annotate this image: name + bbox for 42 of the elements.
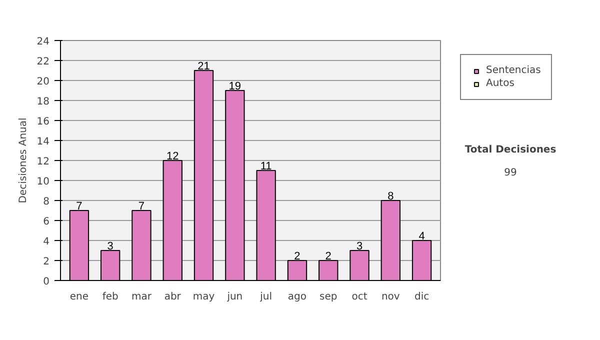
x-tick-label: sep xyxy=(320,292,338,302)
y-tick-label: 4 xyxy=(43,236,50,248)
x-tick-label: jul xyxy=(259,292,272,302)
y-tick-label: 10 xyxy=(36,176,50,188)
data-label: 12 xyxy=(166,150,179,162)
y-tick-label: 6 xyxy=(43,216,50,228)
x-tick-label: ago xyxy=(288,292,307,302)
data-label: 2 xyxy=(325,250,332,262)
data-label: 3 xyxy=(107,240,114,252)
x-tick-label: jun xyxy=(226,292,243,302)
y-tick-label: 24 xyxy=(36,36,50,48)
data-label: 7 xyxy=(138,200,145,212)
legend-label: Autos xyxy=(486,78,514,89)
legend-label: Sentencias xyxy=(486,65,541,76)
y-axis-title: Decisiones Anual xyxy=(18,118,29,204)
x-tick-label: mar xyxy=(131,292,152,302)
data-label: 8 xyxy=(388,190,394,202)
data-label: 2 xyxy=(294,250,300,262)
x-tick-label: abr xyxy=(164,292,182,302)
x-tick-label: oct xyxy=(352,292,368,302)
y-tick-label: 20 xyxy=(36,76,50,88)
text: 99 xyxy=(504,168,517,178)
y-tick-label: 12 xyxy=(36,156,50,168)
x-tick-label: feb xyxy=(102,292,118,302)
y-tick-label: 22 xyxy=(36,56,50,68)
data-label: 11 xyxy=(260,160,272,172)
y-tick-label: 8 xyxy=(43,196,50,208)
y-tick-label: 16 xyxy=(36,116,50,128)
data-label: 3 xyxy=(356,240,363,252)
x-tick-label: ene xyxy=(70,292,89,302)
data-label: 4 xyxy=(418,230,425,242)
data-label: 21 xyxy=(198,60,210,72)
x-tick-label: dic xyxy=(414,292,430,302)
data-label: 19 xyxy=(228,80,242,92)
y-tick-label: 0 xyxy=(43,276,50,288)
y-tick-label: 18 xyxy=(36,96,50,108)
text: Total Decisiones xyxy=(464,144,556,156)
x-tick-label: nov xyxy=(381,292,400,302)
y-tick-label: 14 xyxy=(36,136,50,148)
x-tick-label: may xyxy=(192,292,215,302)
data-label: 7 xyxy=(76,200,82,212)
y-tick-label: 2 xyxy=(43,256,50,268)
